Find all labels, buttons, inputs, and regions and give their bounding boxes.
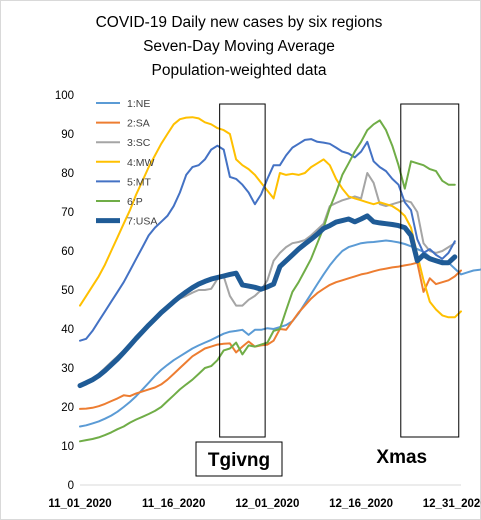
legend-label: 1:NE	[127, 98, 150, 110]
x-tick-label: 12_16_2020	[329, 498, 393, 510]
series-line-5-mt	[79, 138, 456, 342]
legend-label: 4:MW	[127, 157, 155, 169]
annotation-label-box	[195, 441, 283, 477]
y-tick-label: 20	[61, 402, 74, 414]
series-line-7-usa	[77, 213, 458, 389]
y-tick-label: 10	[61, 441, 74, 453]
legend-label: 2:SA	[127, 118, 150, 130]
annotation-box	[219, 103, 266, 438]
chart-title-line-1: COVID-19 Daily new cases by six regions	[96, 14, 383, 31]
series-line-6-p	[79, 119, 456, 443]
x-tick-label: 12_01_2020	[235, 498, 299, 510]
annotation-box	[400, 103, 460, 438]
annotation-label: Tgivng	[208, 450, 270, 471]
y-tick-label: 0	[68, 480, 74, 492]
y-tick-label: 80	[61, 168, 74, 180]
series-line-2-sa	[79, 261, 462, 410]
annotation-label: Xmas	[376, 447, 427, 468]
y-tick-label: 30	[61, 363, 74, 375]
series-layer	[77, 116, 481, 443]
legend: 1:NE 2:SA 3:SC 4:MW 5:MT 6:P 7:USA	[96, 98, 157, 228]
annotation-layer: Tgivng Xmas	[195, 103, 460, 477]
x-tick-label: 12_31_2020	[423, 498, 481, 510]
x-axis: 11_01_2020 11_16_2020 12_01_2020 12_16_2020…	[48, 484, 481, 510]
y-tick-label: 90	[61, 129, 74, 141]
chart-title-line-2: Seven-Day Moving Average	[143, 38, 335, 55]
y-tick-label: 40	[61, 324, 74, 336]
chart-title-line-3: Population-weighted data	[152, 62, 327, 79]
y-axis: 0 10 20 30 40 50 60 70 80 90 100	[55, 90, 74, 492]
y-tick-label: 60	[61, 246, 74, 258]
y-tick-label: 100	[55, 90, 74, 102]
legend-label: 6:P	[127, 196, 143, 208]
series-line-1-ne	[79, 239, 481, 428]
chart-title: COVID-19 Daily new cases by six regions …	[96, 14, 383, 79]
y-tick-label: 50	[61, 285, 74, 297]
legend-label: 7:USA	[127, 216, 157, 228]
x-tick-label: 11_01_2020	[48, 498, 111, 510]
series-line-4-mw	[79, 116, 462, 319]
legend-label: 5:MT	[127, 176, 152, 188]
x-tick-label: 11_16_2020	[142, 498, 205, 510]
y-tick-label: 70	[61, 207, 74, 219]
legend-label: 3:SC	[127, 137, 151, 149]
